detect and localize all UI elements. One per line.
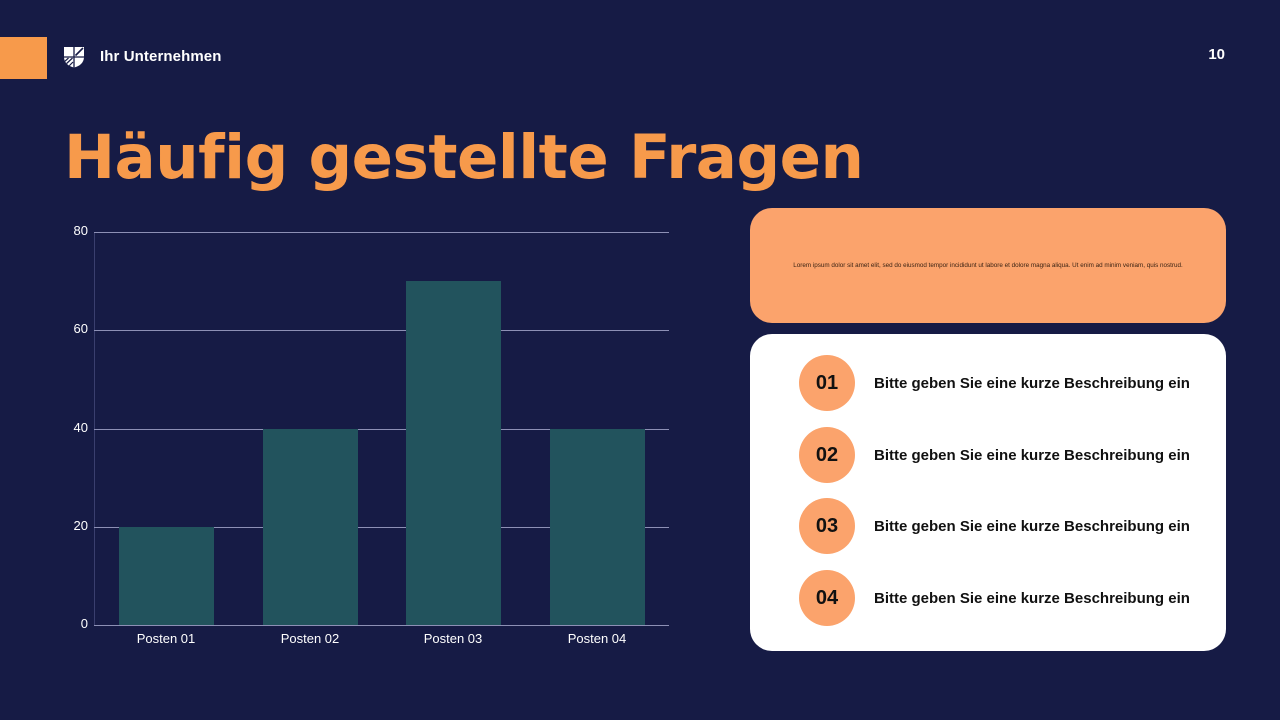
y-tick-label: 80 — [73, 223, 88, 238]
faq-list-item: 01 Bitte geben Sie eine kurze Beschreibu… — [799, 355, 1190, 411]
x-tick-label: Posten 02 — [280, 631, 340, 646]
page-number: 10 — [1208, 46, 1225, 63]
faq-list-card: 01 Bitte geben Sie eine kurze Beschreibu… — [750, 334, 1226, 651]
intro-card: Lorem ipsum dolor sit amet elit, sed do … — [750, 208, 1226, 323]
faq-item-text: Bitte geben Sie eine kurze Beschreibung … — [874, 374, 1190, 392]
faq-item-text: Bitte geben Sie eine kurze Beschreibung … — [874, 517, 1190, 535]
number-badge: 03 — [799, 498, 855, 554]
faq-list-item: 02 Bitte geben Sie eine kurze Beschreibu… — [799, 427, 1190, 483]
x-axis-baseline — [94, 625, 669, 626]
gridline-60 — [94, 330, 669, 331]
gridline-40 — [94, 429, 669, 430]
intro-text: Lorem ipsum dolor sit amet elit, sed do … — [793, 262, 1183, 269]
x-tick-label: Posten 01 — [136, 631, 196, 646]
bar-posten-01 — [119, 526, 214, 625]
accent-block — [0, 37, 47, 79]
shield-logo-icon — [64, 47, 84, 68]
faq-item-text: Bitte geben Sie eine kurze Beschreibung … — [874, 446, 1190, 464]
faq-list-item: 04 Bitte geben Sie eine kurze Beschreibu… — [799, 570, 1190, 626]
gridline-20 — [94, 527, 669, 528]
y-tick-label: 60 — [73, 321, 88, 336]
number-badge: 04 — [799, 570, 855, 626]
y-tick-label: 0 — [80, 616, 88, 631]
bar-posten-04 — [550, 428, 645, 625]
gridline-80 — [94, 232, 669, 233]
bar-chart: 80 60 40 20 0 Posten 01 Posten 02 Posten… — [73, 223, 669, 646]
faq-item-text: Bitte geben Sie eine kurze Beschreibung … — [874, 589, 1190, 607]
number-badge: 02 — [799, 427, 855, 483]
x-tick-label: Posten 03 — [423, 631, 483, 646]
y-tick-label: 40 — [73, 420, 88, 435]
y-tick-label: 20 — [73, 518, 88, 533]
number-badge: 01 — [799, 355, 855, 411]
bar-posten-03 — [406, 281, 501, 625]
faq-list-item: 03 Bitte geben Sie eine kurze Beschreibu… — [799, 498, 1190, 554]
bar-posten-02 — [263, 428, 358, 625]
company-name: Ihr Unternehmen — [100, 48, 222, 65]
page-title: Häufig gestellte Fragen — [64, 122, 864, 193]
y-axis-line — [94, 232, 95, 625]
x-tick-label: Posten 04 — [567, 631, 627, 646]
